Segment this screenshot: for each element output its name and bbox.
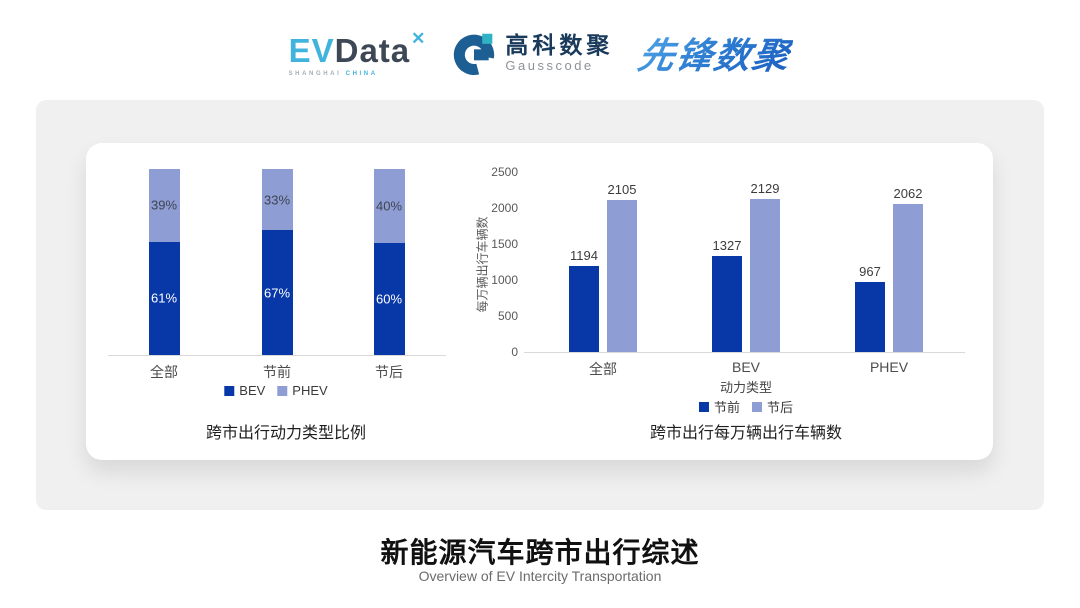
bar-segment-phev: 39%: [148, 169, 180, 242]
evdata-logo: EVData✕ SHANGHAI CHINA: [289, 30, 427, 77]
bar-segment-bev: 61%: [148, 241, 180, 355]
charts-panel: 39% 61% 全部 33% 67% 节前 40% 60% 节后 BEV PHEV 跨市出行动力类…: [86, 143, 993, 460]
stacked-bar: 33% 67%: [261, 169, 293, 355]
bar-segment-phev: 40%: [373, 169, 405, 244]
y-tick-label: 2500: [491, 165, 518, 179]
legend-swatch-icon: [698, 401, 709, 412]
evdata-shanghai-text: SHANGHAI: [288, 70, 342, 77]
evdata-subtext: SHANGHAI CHINA: [289, 71, 378, 77]
grouped-bar: [569, 266, 599, 352]
grouped-bar: [893, 203, 923, 352]
stacked-legend: BEV PHEV: [224, 383, 328, 398]
bar-value-label: 967: [859, 264, 881, 280]
bev-percent-label: 60%: [375, 291, 403, 307]
legend-label: 节前: [713, 400, 740, 415]
legend-item: 节前: [698, 397, 740, 416]
grouped-y-axis-label: 每万辆出行车辆数: [475, 216, 490, 313]
phev-percent-label: 39%: [150, 197, 178, 213]
y-tick-label: 500: [497, 309, 518, 323]
grouped-x-axis: [524, 352, 965, 353]
evdata-cross-icon: ✕: [411, 28, 427, 48]
evdata-data-text: Data: [334, 31, 411, 69]
bar-value-label: 2105: [607, 182, 637, 198]
bar-value-label: 2129: [750, 180, 780, 196]
xianfeng-logo-text: 先锋数聚: [635, 35, 795, 76]
gausscode-cn-text: 高科数聚: [505, 31, 614, 58]
grouped-bar: [750, 198, 780, 352]
legend-item: BEV: [224, 383, 265, 398]
evdata-ev-text: EV: [288, 31, 335, 69]
stacked-category-label: 节后: [375, 364, 403, 380]
phev-percent-label: 33%: [263, 192, 291, 208]
grouped-category-label: 全部: [589, 361, 617, 377]
stacked-chart-title: 跨市出行动力类型比例: [205, 425, 367, 442]
bar-segment-bev: 67%: [261, 230, 293, 355]
legend-item: PHEV: [277, 383, 328, 398]
bar-value-label: 1327: [712, 238, 742, 254]
y-tick-label: 1000: [491, 273, 518, 287]
y-tick-label: 1500: [491, 237, 518, 251]
legend-label: PHEV: [292, 383, 328, 398]
legend-swatch-icon: [224, 385, 235, 396]
grouped-bar-chart: 每万辆出行车辆数 1194 2105 全部 1327 2129 BEV 967 2062 PHE…: [460, 143, 993, 460]
stacked-category-label: 节前: [263, 364, 291, 380]
grouped-bar: [712, 256, 742, 352]
legend-label: 节后: [767, 400, 794, 415]
grouped-chart-title: 跨市出行每万辆出行车辆数: [649, 425, 843, 442]
gausscode-g-icon: [454, 33, 495, 75]
legend-swatch-icon: [752, 401, 762, 412]
evdata-logo-text: EVData✕: [289, 30, 427, 67]
page-title: 新能源汽车跨市出行综述: [380, 537, 700, 568]
stacked-bar-chart: 39% 61% 全部 33% 67% 节前 40% 60% 节后 BEV PHEV 跨市出行动力类…: [86, 143, 466, 460]
bev-percent-label: 67%: [263, 285, 291, 301]
gausscode-logo: 高科数聚 Gausscode: [452, 31, 613, 75]
stacked-bar: 40% 60%: [373, 169, 405, 355]
charts-card: 39% 61% 全部 33% 67% 节前 40% 60% 节后 BEV PHEV 跨市出行动力类…: [36, 100, 1044, 510]
phev-percent-label: 40%: [375, 198, 403, 214]
header-logos: EVData✕ SHANGHAI CHINA 高科数聚 Gausscode 先锋…: [0, 24, 1080, 82]
legend-label: BEV: [239, 383, 266, 398]
legend-swatch-icon: [277, 385, 288, 396]
stacked-bar: 39% 61%: [148, 169, 180, 355]
bar-value-label: 2062: [893, 185, 923, 201]
y-tick-label: 0: [511, 345, 518, 359]
evdata-china-text: CHINA: [345, 70, 378, 77]
grouped-category-label: PHEV: [869, 359, 909, 375]
stacked-x-axis: [108, 355, 446, 356]
grouped-bar: [607, 200, 637, 352]
y-tick-label: 2000: [491, 201, 518, 215]
gausscode-en-text: Gausscode: [505, 57, 594, 73]
legend-item: 节后: [752, 397, 793, 416]
page-subtitle: Overview of EV Intercity Transportation: [418, 568, 662, 584]
grouped-x-axis-label: 动力类型: [719, 380, 773, 395]
bar-segment-bev: 60%: [373, 243, 405, 355]
grouped-bar: [855, 282, 885, 352]
bar-segment-phev: 33%: [261, 169, 293, 231]
bar-value-label: 1194: [570, 248, 598, 264]
grouped-category-label: BEV: [731, 359, 761, 375]
xianfeng-logo: 先锋数聚: [635, 27, 796, 79]
gausscode-logo-text: 高科数聚 Gausscode: [505, 31, 614, 74]
grouped-legend: 节前 节后: [698, 397, 793, 416]
bev-percent-label: 61%: [150, 290, 178, 306]
stacked-category-label: 全部: [150, 364, 178, 380]
